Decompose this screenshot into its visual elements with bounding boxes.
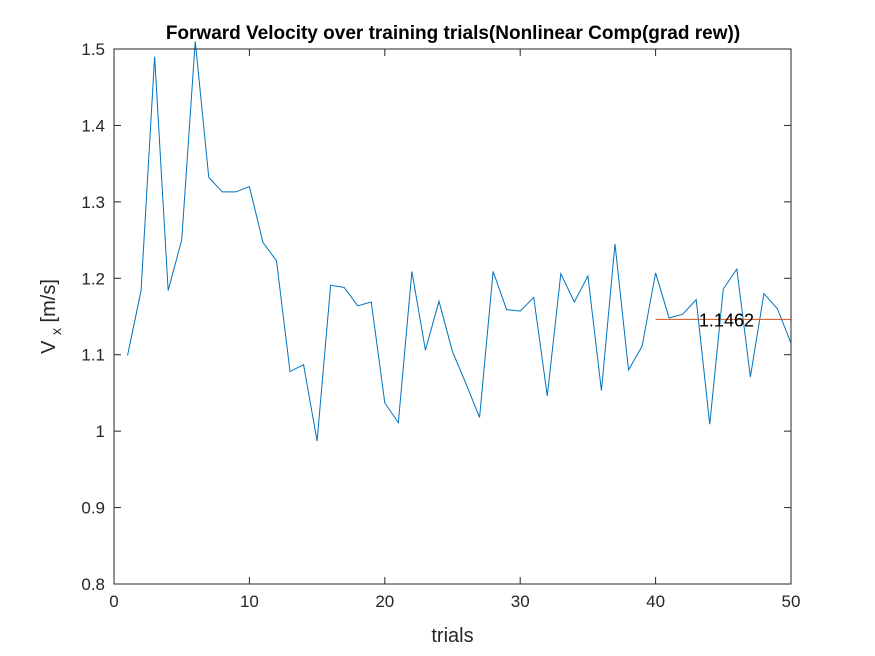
y-tick-label: 0.8 [81,575,105,594]
y-axis-label-subscript: x [48,328,64,335]
velocity-series-line [127,41,792,442]
y-ticks: 0.8 0.9 1 1.1 1.2 1.3 1.4 1.5 [81,40,791,594]
x-ticks: 0 10 20 30 40 50 [109,49,800,611]
y-axis-label: V x [m/s] [38,279,66,354]
plot-area [114,49,791,584]
axes-box [113,48,792,585]
y-tick-label: 0.9 [81,499,105,518]
y-tick-label: 1.1 [81,346,105,365]
x-tick-label: 20 [375,592,394,611]
annotations: 1.1462 [699,310,754,330]
y-tick-label: 1 [96,422,105,441]
x-tick-label: 30 [511,592,530,611]
series-layer [127,41,792,442]
chart-title: Forward Velocity over training trials(No… [166,23,740,44]
y-axis-label-unit: [m/s] [38,279,60,322]
y-tick-label: 1.2 [81,269,105,288]
x-tick-label: 50 [782,592,801,611]
x-tick-label: 40 [646,592,665,611]
y-axis-label-main: V [38,340,60,354]
x-axis-label: trials [431,625,473,647]
x-tick-label: 10 [240,592,259,611]
x-tick-label: 0 [109,592,118,611]
y-tick-label: 1.4 [81,116,105,135]
y-tick-label: 1.5 [81,40,105,59]
mean-value-annotation: 1.1462 [699,310,754,330]
y-tick-label: 1.3 [81,193,105,212]
